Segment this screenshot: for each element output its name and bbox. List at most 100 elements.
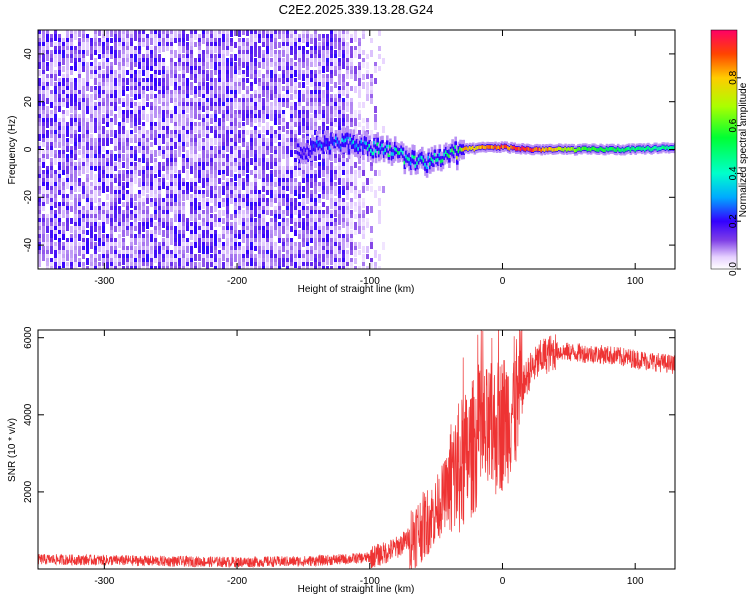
spectrogram-noise-cell — [190, 158, 193, 164]
spectrogram-noise-cell — [298, 250, 301, 257]
spectrogram-noise-cell — [162, 118, 165, 124]
spectrogram-noise-cell — [226, 262, 229, 267]
spectrogram-noise-cell — [326, 218, 329, 224]
spectrogram-noise-cell — [82, 62, 85, 69]
spectrogram-noise-cell — [274, 42, 277, 49]
spectrogram-noise-cell — [186, 242, 189, 249]
spectrogram-noise-cell — [142, 90, 145, 97]
spectrogram-noise-cell — [206, 190, 209, 197]
spectrogram-noise-cell — [238, 78, 241, 85]
spectrogram-noise-cell — [126, 182, 129, 188]
spectrogram-noise-cell — [306, 78, 309, 85]
spectrogram-noise-cell — [266, 206, 269, 213]
spectrogram-noise-cell — [310, 114, 313, 121]
spectrogram-noise-cell — [50, 186, 53, 191]
spectrogram-noise-cell — [206, 110, 209, 115]
spectrogram-noise-cell — [230, 46, 233, 52]
spectrogram-noise-cell — [170, 218, 173, 224]
spectrogram-noise-cell — [142, 138, 145, 144]
spectrogram-noise-cell — [318, 230, 321, 235]
spectrogram-noise-cell — [158, 186, 161, 193]
spectrogram-noise-cell — [178, 150, 181, 157]
spectrogram-noise-cell — [258, 262, 261, 269]
spectrogram-noise-cell — [346, 150, 349, 155]
spectrogram-peak-cell — [409, 161, 413, 166]
spectrogram-noise-cell — [318, 254, 321, 259]
spectrogram-peak-cell — [452, 150, 456, 155]
spectrogram-noise-cell — [194, 138, 197, 144]
spectrogram-noise-cell — [350, 34, 353, 41]
spectrogram-noise-cell — [194, 86, 197, 91]
spectrogram-noise-cell — [54, 30, 57, 35]
spectrogram-noise-cell — [82, 266, 85, 269]
spectrogram-noise-cell — [294, 70, 297, 77]
spectrogram-noise-cell — [162, 114, 165, 119]
spectrogram-noise-cell — [158, 258, 161, 263]
spectrogram-noise-cell — [202, 130, 205, 137]
spectrogram-noise-cell — [174, 50, 177, 58]
spectrogram-noise-cell — [170, 174, 173, 180]
spectrogram-noise-cell — [158, 230, 161, 235]
spectrogram-noise-cell — [178, 138, 181, 145]
spectrogram-noise-cell — [246, 214, 249, 221]
spectrogram-noise-cell — [54, 174, 57, 180]
spectrogram-noise-cell — [82, 134, 85, 140]
spectrogram-noise-cell — [238, 158, 241, 165]
spectrogram-noise-cell — [342, 266, 345, 269]
spectrogram-noise-cell — [306, 94, 309, 101]
spectrogram-noise-cell — [54, 158, 57, 165]
spectrogram-noise-cell — [178, 118, 181, 125]
spectrogram-noise-cell — [166, 202, 169, 207]
spectrogram-noise-cell — [162, 130, 165, 136]
spectrogram-noise-cell — [338, 122, 341, 128]
spectrogram-noise-cell — [50, 90, 53, 97]
spectrogram-noise-cell — [274, 66, 277, 72]
spectrogram-noise-cell — [110, 122, 113, 129]
spectrogram-noise-cell — [78, 114, 81, 121]
spectrogram-noise-cell — [210, 38, 213, 43]
spectrogram-noise-cell — [230, 138, 233, 144]
spectrogram-noise-cell — [278, 82, 281, 90]
spectrogram-noise-cell — [298, 194, 301, 199]
spectrogram-noise-cell — [226, 250, 229, 257]
spectrogram-noise-cell — [334, 118, 337, 125]
spectrogram-noise-cell — [182, 206, 185, 212]
spectrogram-noise-cell — [270, 138, 273, 143]
snr-xtick-label: -100 — [360, 576, 380, 587]
spectrogram-noise-cell — [190, 186, 193, 192]
spectrogram-noise-cell — [170, 154, 173, 161]
spectrogram-noise-cell — [226, 202, 229, 208]
spectrogram-noise-cell — [130, 74, 133, 80]
spectrogram-noise-cell — [54, 90, 57, 95]
spectrogram-noise-cell — [318, 214, 321, 221]
spectrogram-noise-cell — [210, 238, 213, 245]
spectrogram-noise-cell — [206, 234, 209, 241]
spectrogram-noise-cell — [238, 234, 241, 239]
spectrogram-noise-cell — [106, 214, 109, 221]
spectrogram-noise-cell — [358, 206, 361, 214]
spectrogram-noise-cell — [198, 246, 201, 253]
spectrogram-noise-cell — [378, 218, 381, 224]
spectrogram-noise-cell — [130, 266, 133, 269]
spectrogram-noise-cell — [310, 130, 313, 135]
spectrogram-noise-cell — [250, 138, 253, 143]
spectrogram-noise-cell — [278, 62, 281, 69]
spectrogram-noise-cell — [246, 218, 249, 223]
spectrogram-noise-cell — [298, 114, 301, 121]
spectrogram-peak-cell — [355, 143, 359, 148]
spectrogram-noise-cell — [278, 98, 281, 105]
spectrogram-noise-cell — [326, 166, 329, 171]
spectrogram-noise-cell — [54, 94, 57, 102]
spectrogram-noise-cell — [230, 74, 233, 79]
spectrogram-noise-cell — [182, 166, 185, 173]
spectrogram-noise-cell — [230, 182, 233, 188]
spectrogram-noise-cell — [246, 42, 249, 47]
spectrogram-noise-cell — [250, 226, 253, 231]
spectrogram-noise-cell — [198, 34, 201, 41]
spectrogram-noise-cell — [66, 226, 69, 231]
spectrogram-noise-cell — [318, 246, 321, 253]
spectrogram-noise-cell — [178, 182, 181, 189]
spectrogram-noise-cell — [326, 174, 329, 179]
spectrogram-noise-cell — [98, 182, 101, 188]
